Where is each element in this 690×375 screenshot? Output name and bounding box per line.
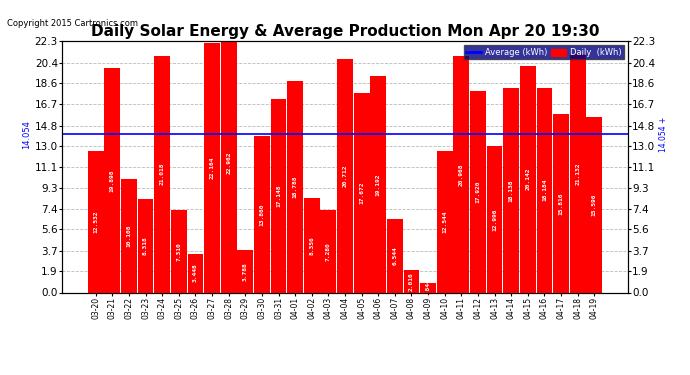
- Title: Daily Solar Energy & Average Production Mon Apr 20 19:30: Daily Solar Energy & Average Production …: [91, 24, 599, 39]
- Bar: [470, 91, 486, 292]
- Bar: [486, 146, 502, 292]
- Text: 21.018: 21.018: [159, 163, 165, 185]
- Bar: [354, 93, 370, 292]
- Bar: [171, 210, 187, 292]
- Text: 18.184: 18.184: [542, 179, 547, 201]
- Bar: [320, 210, 336, 292]
- Bar: [221, 34, 237, 292]
- Bar: [586, 117, 602, 292]
- Text: 6.544: 6.544: [393, 246, 397, 265]
- Text: 7.310: 7.310: [177, 242, 181, 261]
- Bar: [570, 54, 586, 292]
- Text: 10.108: 10.108: [126, 224, 132, 247]
- Bar: [503, 88, 519, 292]
- Text: 8.318: 8.318: [143, 236, 148, 255]
- Bar: [371, 76, 386, 292]
- Text: 7.280: 7.280: [326, 242, 331, 261]
- Text: 12.544: 12.544: [442, 211, 447, 233]
- Bar: [254, 136, 270, 292]
- Text: 13.860: 13.860: [259, 203, 264, 226]
- Bar: [453, 56, 469, 292]
- Text: 17.920: 17.920: [475, 180, 480, 203]
- Text: 3.448: 3.448: [193, 264, 198, 282]
- Bar: [437, 151, 453, 292]
- Text: 0.844: 0.844: [426, 278, 431, 297]
- Bar: [188, 254, 204, 292]
- Bar: [270, 99, 286, 292]
- Text: 19.898: 19.898: [110, 169, 115, 192]
- Bar: [121, 178, 137, 292]
- Bar: [237, 250, 253, 292]
- Text: 3.788: 3.788: [243, 262, 248, 280]
- Bar: [520, 66, 535, 292]
- Bar: [104, 68, 120, 292]
- Text: 17.672: 17.672: [359, 182, 364, 204]
- Bar: [88, 151, 103, 292]
- Bar: [138, 199, 153, 292]
- Text: Copyright 2015 Cartronics.com: Copyright 2015 Cartronics.com: [7, 19, 138, 28]
- Bar: [387, 219, 403, 292]
- Text: 15.596: 15.596: [592, 194, 597, 216]
- Text: 20.712: 20.712: [342, 165, 348, 187]
- Text: 17.148: 17.148: [276, 184, 281, 207]
- Bar: [404, 270, 420, 292]
- Text: 18.788: 18.788: [293, 176, 297, 198]
- Text: 22.962: 22.962: [226, 152, 231, 174]
- Text: 21.132: 21.132: [575, 162, 580, 185]
- Bar: [155, 56, 170, 292]
- Text: 14.054: 14.054: [22, 120, 31, 148]
- Text: 20.142: 20.142: [525, 168, 531, 190]
- Text: 2.016: 2.016: [409, 272, 414, 291]
- Bar: [537, 88, 552, 292]
- Text: 20.968: 20.968: [459, 163, 464, 186]
- Text: 18.138: 18.138: [509, 179, 513, 202]
- Bar: [420, 283, 436, 292]
- Text: 14.054 +: 14.054 +: [659, 117, 668, 152]
- Text: 22.164: 22.164: [210, 156, 215, 179]
- Text: 12.532: 12.532: [93, 211, 98, 233]
- Bar: [204, 43, 220, 292]
- Text: 8.356: 8.356: [309, 236, 314, 255]
- Bar: [304, 198, 319, 292]
- Text: 19.192: 19.192: [376, 173, 381, 196]
- Legend: Average (kWh), Daily  (kWh): Average (kWh), Daily (kWh): [464, 45, 624, 59]
- Bar: [287, 81, 303, 292]
- Text: 12.996: 12.996: [492, 208, 497, 231]
- Bar: [553, 114, 569, 292]
- Text: 15.816: 15.816: [558, 192, 564, 214]
- Bar: [337, 59, 353, 292]
